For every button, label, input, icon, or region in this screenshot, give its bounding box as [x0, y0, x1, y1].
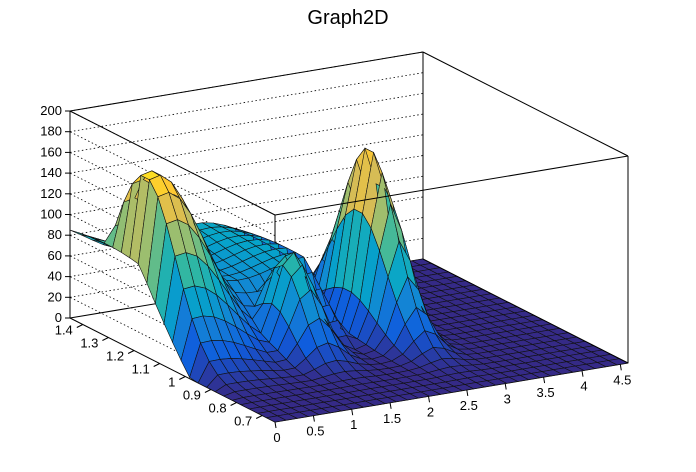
y-tick-label: 0.8 — [209, 401, 227, 416]
y-tick-label: 1.2 — [106, 349, 124, 364]
axis-layer: 0204060801001201401601802000.70.80.911.1… — [40, 103, 631, 445]
frame-edge — [69, 110, 276, 216]
z-tick-label: 200 — [40, 103, 62, 118]
y-tick-mark — [179, 376, 186, 380]
y-tick-label: 0.7 — [234, 414, 252, 429]
frame-edge — [422, 51, 629, 157]
y-tick-mark — [153, 363, 160, 367]
z-tick-label: 20 — [48, 289, 62, 304]
chart-title: Graph2D — [307, 7, 388, 29]
y-tick-label: 1.4 — [55, 323, 73, 338]
x-tick-mark — [466, 389, 469, 396]
x-tick-mark — [312, 415, 315, 422]
y-tick-mark — [230, 402, 237, 406]
x-tick-mark — [543, 377, 546, 384]
y-tick-label: 1.3 — [80, 336, 98, 351]
z-tick-label: 0 — [55, 310, 62, 325]
x-tick-label: 3.5 — [537, 385, 555, 400]
x-tick-mark — [389, 402, 392, 409]
z-tick-label: 140 — [40, 165, 62, 180]
x-tick-mark — [351, 409, 354, 416]
x-tick-label: 4 — [580, 379, 587, 394]
y-tick-mark — [102, 337, 109, 341]
z-tick-label: 120 — [40, 186, 62, 201]
x-tick-mark — [619, 364, 622, 371]
frame-edge — [274, 155, 629, 216]
x-tick-label: 1.5 — [383, 411, 401, 426]
frame-edge — [422, 258, 629, 364]
y-tick-label: 1 — [168, 375, 175, 390]
frame-front — [274, 51, 629, 364]
x-tick-mark — [504, 383, 507, 390]
z-tick-label: 40 — [48, 269, 62, 284]
x-tick-label: 1 — [350, 417, 357, 432]
y-tick-mark — [127, 350, 135, 354]
x-tick-label: 2 — [427, 404, 434, 419]
z-tick-label: 180 — [40, 124, 62, 139]
x-tick-label: 0 — [273, 430, 280, 445]
y-tick-mark — [76, 324, 84, 328]
z-tick-label: 100 — [40, 207, 62, 222]
surface-mesh — [69, 147, 629, 423]
x-tick-mark — [428, 396, 430, 403]
x-tick-label: 2.5 — [460, 398, 478, 413]
y-tick-mark — [204, 389, 212, 393]
y-tick-mark — [255, 415, 263, 419]
y-tick-label: 0.9 — [183, 388, 201, 403]
x-tick-mark — [581, 370, 584, 377]
x-tick-label: 0.5 — [306, 424, 324, 439]
z-tick-label: 160 — [40, 144, 62, 159]
frame-edge — [69, 51, 424, 112]
z-tick-label: 60 — [48, 248, 62, 263]
y-tick-label: 1.1 — [132, 362, 150, 377]
z-tick-label: 80 — [48, 227, 62, 242]
x-tick-label: 3 — [504, 392, 511, 407]
x-tick-label: 4.5 — [613, 372, 631, 387]
x-tick-mark — [274, 421, 277, 429]
